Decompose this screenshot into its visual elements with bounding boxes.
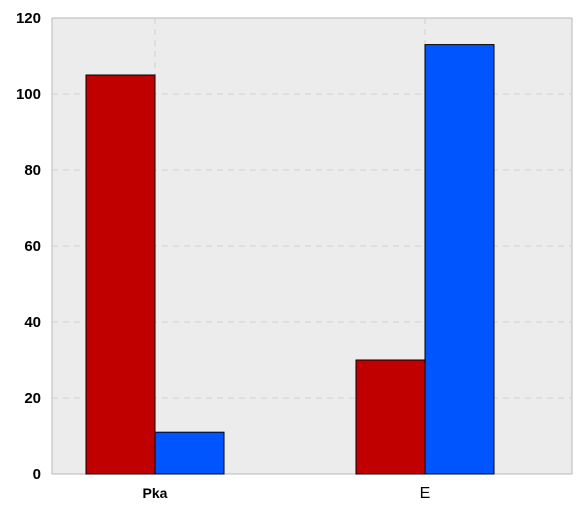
bars <box>85 44 495 475</box>
y-tick-label: 40 <box>24 314 41 331</box>
y-tick-label: 0 <box>33 466 41 483</box>
bar-series-1-pka <box>85 74 156 475</box>
x-axis-ticks: Pka E <box>143 485 431 502</box>
x-tick-label: Pka <box>143 485 168 501</box>
bar-series-2-e <box>424 44 495 475</box>
y-tick-label: 120 <box>16 10 41 27</box>
y-tick-label: 100 <box>16 86 41 103</box>
bar-series-1-e <box>355 359 426 475</box>
y-tick-label: 60 <box>24 238 41 255</box>
y-tick-label: 20 <box>24 390 41 407</box>
y-tick-label: 80 <box>24 162 41 179</box>
bar-series-2-pka <box>154 431 225 475</box>
x-tick-label: E <box>420 485 431 502</box>
y-axis-ticks: 0 20 40 60 80 100 120 <box>16 10 41 483</box>
